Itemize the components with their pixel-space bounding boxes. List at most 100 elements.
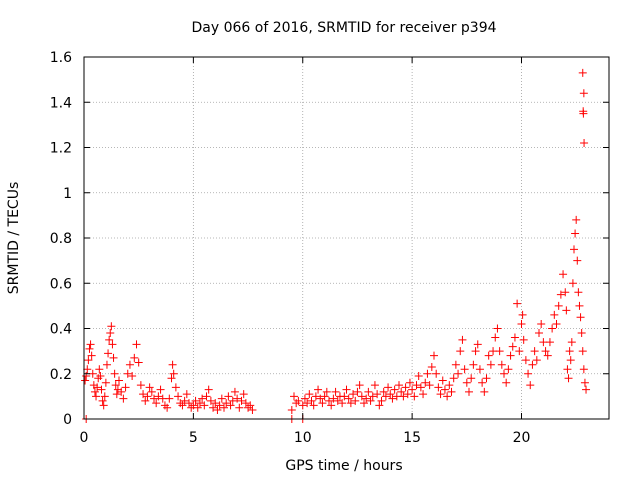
- data-point: [168, 360, 177, 369]
- data-point: [327, 401, 336, 410]
- data-point: [316, 394, 325, 403]
- data-point: [440, 385, 449, 394]
- y-tick-label: 0.2: [50, 367, 72, 383]
- data-point: [571, 229, 580, 238]
- data-point: [548, 324, 557, 333]
- data-point: [121, 383, 130, 392]
- data-point: [156, 385, 165, 394]
- data-point: [204, 385, 213, 394]
- data-point: [136, 381, 145, 390]
- y-tick-label: 0: [63, 412, 72, 428]
- data-point: [416, 383, 425, 392]
- data-point: [83, 365, 92, 374]
- data-point: [434, 383, 443, 392]
- data-point: [566, 356, 575, 365]
- data-point: [349, 390, 358, 399]
- data-point: [81, 376, 90, 385]
- data-point: [357, 392, 366, 401]
- data-point: [195, 399, 204, 408]
- data-point: [410, 392, 419, 401]
- data-point: [438, 376, 447, 385]
- data-point: [215, 401, 224, 410]
- data-point: [567, 338, 576, 347]
- data-point: [403, 390, 412, 399]
- data-point: [178, 401, 187, 410]
- data-point: [224, 392, 233, 401]
- data-point: [290, 392, 298, 401]
- data-point: [132, 340, 141, 349]
- data-point: [414, 372, 423, 381]
- data-point: [333, 396, 342, 405]
- data-point: [462, 378, 471, 387]
- y-tick-label: 1.2: [50, 141, 72, 157]
- data-point: [139, 390, 148, 399]
- x-tick-label: 10: [294, 430, 312, 446]
- data-point: [436, 390, 445, 399]
- data-point: [388, 394, 397, 403]
- data-point: [217, 394, 226, 403]
- data-point: [287, 405, 296, 414]
- data-point: [246, 401, 255, 410]
- data-point: [572, 215, 581, 224]
- data-point: [460, 365, 469, 374]
- data-point: [562, 306, 571, 315]
- data-point: [550, 310, 559, 319]
- data-point: [366, 396, 375, 405]
- data-point: [408, 385, 417, 394]
- data-point: [329, 394, 338, 403]
- data-point: [141, 396, 150, 405]
- data-point: [482, 374, 491, 383]
- data-point: [541, 347, 550, 356]
- data-point: [344, 394, 353, 403]
- data-point: [568, 279, 577, 288]
- data-point: [570, 245, 578, 254]
- data-point: [384, 383, 393, 392]
- data-point: [381, 392, 390, 401]
- data-point: [574, 288, 583, 297]
- data-point: [130, 353, 139, 362]
- data-point: [167, 374, 176, 383]
- data-point: [163, 403, 172, 412]
- data-point: [552, 319, 561, 328]
- data-point: [342, 385, 351, 394]
- data-point: [543, 351, 552, 360]
- data-point: [206, 396, 215, 405]
- data-point: [395, 381, 403, 390]
- data-point: [579, 89, 588, 98]
- data-point: [97, 385, 106, 394]
- data-point: [456, 347, 465, 356]
- data-point: [340, 392, 349, 401]
- data-point: [237, 396, 246, 405]
- data-point: [84, 356, 93, 365]
- data-point: [478, 378, 487, 387]
- data-point: [239, 390, 248, 399]
- data-point: [556, 290, 565, 299]
- y-tick-label: 0.8: [50, 231, 72, 247]
- data-point: [473, 340, 482, 349]
- data-point: [495, 347, 504, 356]
- data-point: [107, 322, 116, 331]
- data-point: [125, 360, 134, 369]
- data-point: [220, 403, 228, 412]
- data-point: [134, 358, 143, 367]
- data-point: [211, 399, 220, 408]
- data-point: [145, 383, 154, 392]
- data-point: [423, 369, 432, 378]
- data-point: [579, 365, 588, 374]
- data-point: [117, 387, 126, 396]
- data-point: [475, 365, 484, 374]
- data-point: [128, 372, 137, 381]
- data-point: [486, 360, 495, 369]
- data-point: [154, 392, 163, 401]
- data-point: [519, 335, 528, 344]
- data-point: [528, 360, 537, 369]
- data-point: [375, 401, 384, 410]
- data-point: [87, 351, 96, 360]
- data-point: [405, 378, 414, 387]
- data-point: [390, 385, 399, 394]
- data-point: [582, 385, 591, 394]
- data-point: [484, 351, 493, 360]
- data-point: [364, 387, 373, 396]
- data-point: [425, 381, 434, 390]
